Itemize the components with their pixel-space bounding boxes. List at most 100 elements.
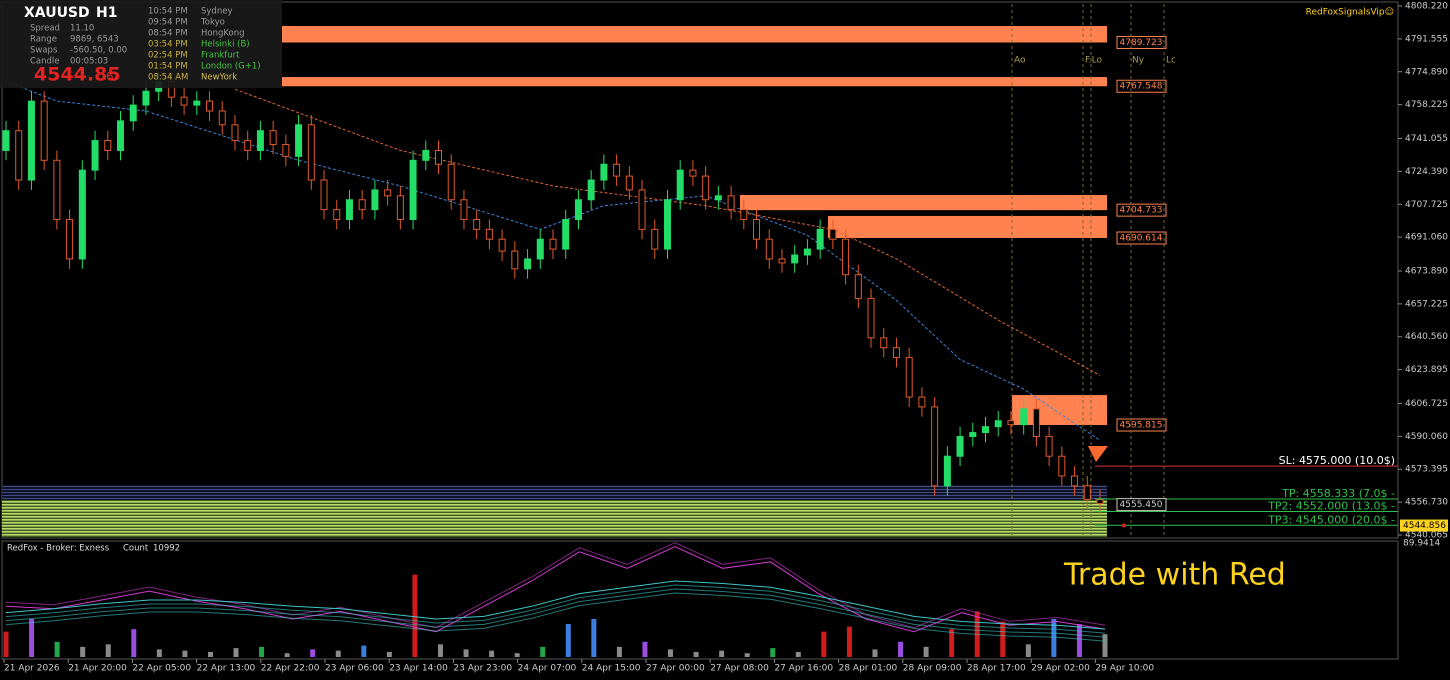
zone-label: 4690.614	[1120, 234, 1163, 244]
session-time: 08:54 AM	[148, 73, 188, 83]
y-tick-label: 4673.890	[1405, 266, 1448, 276]
x-tick-label: 24 Apr 15:00	[582, 664, 641, 674]
candle-body	[1096, 499, 1104, 505]
candle-body	[1007, 420, 1015, 426]
candle-body	[473, 218, 481, 230]
zone-label: 4595.815	[1120, 421, 1163, 431]
info-key: Swaps	[30, 46, 58, 56]
entry-label: 4555.450	[1120, 500, 1163, 510]
candle-body	[396, 195, 404, 220]
bid-tag	[1400, 519, 1448, 532]
entry-label-box	[1116, 498, 1167, 512]
candle-body	[549, 238, 557, 250]
candle-body	[829, 228, 837, 240]
histogram-bar	[489, 650, 495, 657]
candle-body	[600, 163, 608, 181]
histogram-bar	[1051, 618, 1057, 657]
candle-body	[1032, 408, 1040, 437]
x-tick-label: 22 Apr 05:00	[132, 664, 191, 674]
y-tick-label: 4606.725	[1405, 399, 1448, 409]
indicator-line	[5, 580, 1106, 630]
candle-body	[193, 100, 201, 106]
histogram-bar	[3, 631, 9, 657]
histogram-bar	[1102, 634, 1108, 657]
y-tick-label: 4741.055	[1405, 134, 1448, 144]
candle-body	[587, 179, 595, 201]
brand: RedFoxSignalsVip☺	[1306, 7, 1394, 18]
current-price-dot	[1122, 523, 1126, 528]
candle-body	[269, 130, 277, 146]
x-tick-label: 23 Apr 23:00	[453, 664, 512, 674]
y-tick-label: 4791.555	[1405, 34, 1448, 44]
main-pane-border	[1, 1, 1399, 539]
x-tick-label: 23 Apr 14:00	[389, 664, 448, 674]
session-line-label: Lc	[1166, 56, 1176, 66]
x-tick-label: 29 Apr 02:00	[1031, 664, 1090, 674]
supply-zone	[740, 195, 1107, 211]
session-city: NewYork	[201, 73, 237, 83]
zone-label: 4704.733	[1120, 206, 1163, 216]
candle-body	[282, 144, 290, 157]
histogram-bar	[207, 651, 213, 657]
candle-body	[78, 169, 86, 260]
x-tick-label: 27 Apr 16:00	[774, 664, 833, 674]
session-city: London (G+1)	[201, 62, 261, 72]
x-tick-label: 21 Apr 20:00	[68, 664, 127, 674]
histogram-bar	[744, 653, 750, 657]
supply-zone	[282, 25, 1107, 43]
supply-zone	[282, 77, 1107, 87]
histogram-bar	[80, 646, 86, 657]
candle-body	[625, 175, 633, 191]
candle-body	[740, 209, 748, 220]
symbol: XAUUSD	[24, 5, 90, 21]
candle-body	[689, 169, 697, 177]
bid-tag-label: 4544.856	[1403, 521, 1446, 531]
price-last-digit: 6	[106, 70, 114, 84]
histogram-bar	[949, 629, 955, 657]
candle-body	[345, 199, 353, 220]
y-tick-label: 4573.395	[1405, 465, 1448, 475]
candle-body	[231, 124, 239, 142]
arrow-signal	[1088, 446, 1108, 462]
moving-average	[5, 80, 1101, 441]
x-tick-label: 21 Apr 2026	[4, 664, 60, 674]
histogram-bar	[846, 626, 852, 657]
histogram-bar	[284, 653, 290, 657]
histogram-bar	[668, 649, 674, 657]
candle-body	[371, 189, 379, 211]
annotation: Trade with Red	[1063, 558, 1286, 593]
histogram-bar	[1025, 644, 1031, 657]
candle-body	[333, 209, 341, 220]
zone-stripes	[2, 485, 1107, 500]
candle-body	[842, 238, 850, 276]
candle-body	[613, 163, 621, 177]
candle-body	[218, 110, 226, 126]
session-line-label: Ao	[1014, 56, 1026, 66]
candle-body	[2, 130, 10, 151]
y-tick-label: 4758.225	[1405, 100, 1448, 110]
y-tick-label: 4657.225	[1405, 299, 1448, 309]
y-tick-label: 4774.890	[1405, 67, 1448, 77]
histogram-bar	[463, 649, 469, 657]
candle-body	[295, 124, 303, 157]
session-city: Frankfurt	[201, 51, 240, 61]
candle-body	[142, 90, 150, 106]
histogram-bar	[412, 574, 418, 657]
candle-body	[562, 218, 570, 250]
candle-body	[1020, 408, 1028, 426]
candle-body	[180, 96, 188, 106]
zone-label-box	[1116, 418, 1167, 432]
indicator-pane-border	[1, 540, 1399, 660]
candle-body	[1071, 475, 1079, 487]
info-key: Spread	[30, 24, 60, 34]
candle-body	[536, 238, 544, 260]
count-label: Count	[123, 544, 149, 554]
info-key: Candle	[30, 57, 60, 67]
histogram-bar	[105, 644, 111, 657]
x-tick-label: 28 Apr 01:00	[839, 664, 898, 674]
histogram-bar	[131, 629, 137, 657]
indicator-title: RedFox - Broker: Exness	[7, 544, 110, 554]
indicator-line	[5, 542, 1106, 629]
